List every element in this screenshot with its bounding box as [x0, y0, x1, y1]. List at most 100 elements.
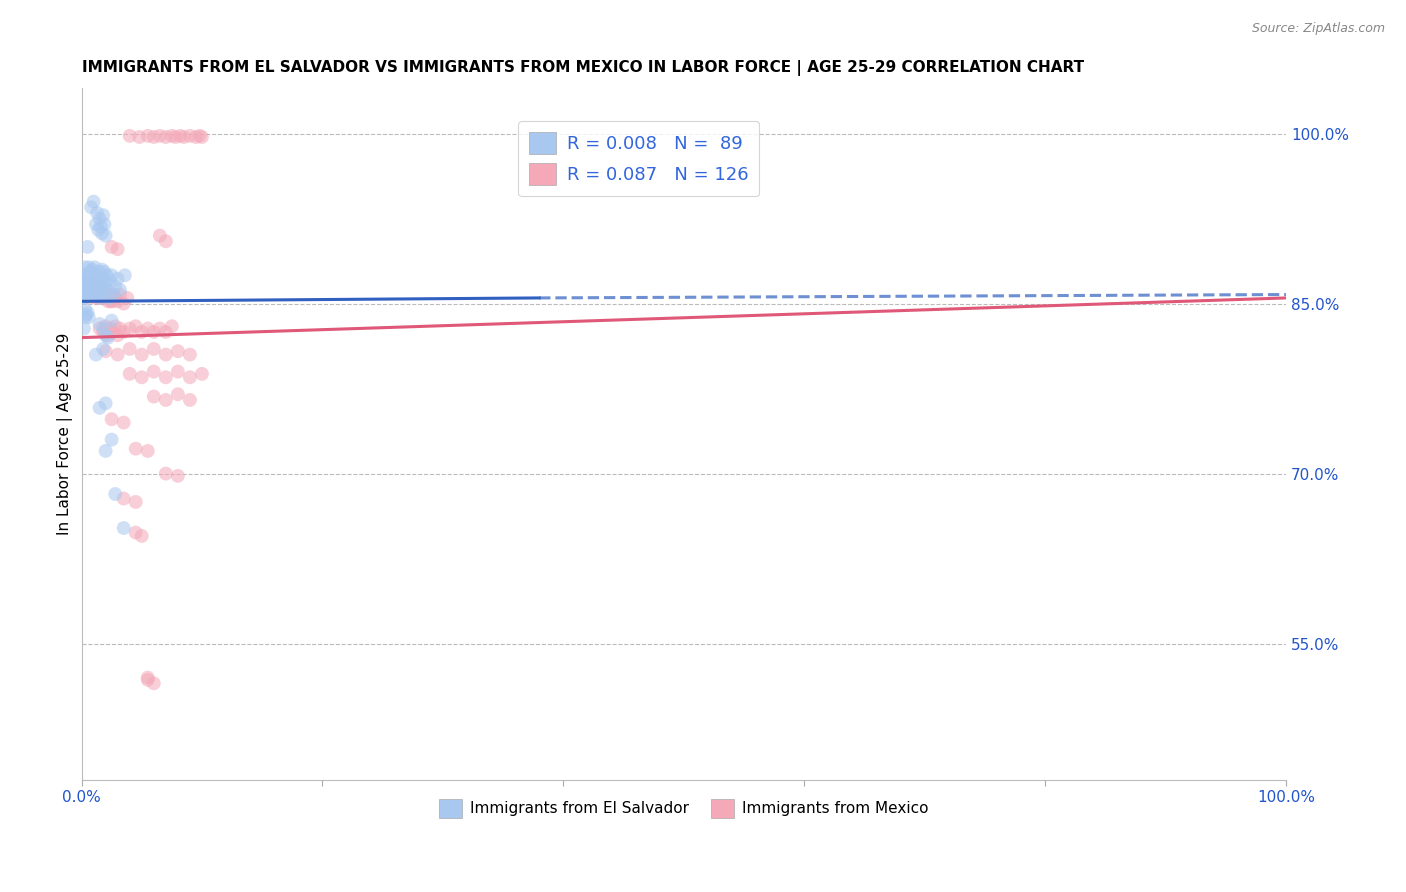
Point	[75, 276, 97, 290]
Point	[173, 130, 195, 145]
Point	[76, 240, 98, 254]
Point	[100, 274, 122, 288]
Point	[96, 268, 118, 283]
Point	[75, 302, 97, 317]
Point	[75, 285, 97, 300]
Point	[91, 287, 114, 301]
Point	[94, 228, 117, 243]
Point	[89, 276, 111, 290]
Point	[149, 228, 172, 243]
Point	[84, 291, 107, 305]
Point	[131, 348, 153, 362]
Point	[136, 321, 159, 335]
Point	[97, 283, 120, 297]
Point	[191, 130, 214, 145]
Point	[155, 130, 177, 145]
Point	[76, 274, 98, 288]
Point	[87, 271, 110, 285]
Point	[149, 128, 172, 143]
Point	[76, 306, 98, 320]
Point	[100, 321, 122, 335]
Point	[136, 671, 159, 685]
Point	[89, 317, 111, 331]
Point	[89, 265, 111, 279]
Point	[84, 267, 107, 281]
Point	[169, 128, 191, 143]
Point	[90, 291, 112, 305]
Point	[76, 287, 98, 301]
Point	[131, 529, 153, 543]
Point	[112, 416, 135, 430]
Point	[112, 325, 135, 339]
Point	[83, 267, 105, 281]
Point	[75, 260, 97, 275]
Point	[125, 525, 148, 540]
Point	[86, 268, 108, 283]
Point	[91, 283, 114, 297]
Point	[117, 291, 139, 305]
Point	[100, 294, 122, 309]
Point	[94, 444, 117, 458]
Point	[90, 219, 112, 234]
Point	[142, 342, 165, 356]
Point	[93, 265, 115, 279]
Point	[104, 487, 127, 501]
Point	[131, 370, 153, 384]
Point	[87, 291, 110, 305]
Point	[142, 130, 165, 145]
Point	[125, 319, 148, 334]
Point	[188, 128, 211, 143]
Point	[142, 676, 165, 690]
Point	[83, 274, 105, 288]
Point	[72, 274, 94, 288]
Point	[155, 348, 177, 362]
Point	[76, 274, 98, 288]
Point	[91, 279, 114, 293]
Point	[184, 130, 207, 145]
Point	[142, 365, 165, 379]
Point	[142, 390, 165, 404]
Point	[179, 128, 201, 143]
Point	[112, 491, 135, 506]
Point	[125, 495, 148, 509]
Point	[107, 242, 129, 256]
Point	[108, 287, 131, 301]
Y-axis label: In Labor Force | Age 25-29: In Labor Force | Age 25-29	[58, 333, 73, 535]
Point	[104, 279, 127, 293]
Point	[155, 467, 177, 481]
Point	[191, 367, 214, 381]
Point	[107, 294, 129, 309]
Point	[73, 283, 96, 297]
Point	[155, 325, 177, 339]
Point	[83, 287, 105, 301]
Point	[94, 328, 117, 343]
Point	[79, 283, 101, 297]
Point	[77, 291, 100, 305]
Point	[101, 325, 124, 339]
Point	[83, 194, 105, 209]
Point	[167, 387, 190, 401]
Point	[97, 330, 120, 344]
Point	[107, 348, 129, 362]
Point	[75, 271, 97, 285]
Point	[94, 291, 117, 305]
Point	[142, 325, 165, 339]
Point	[118, 342, 141, 356]
Point	[86, 206, 108, 220]
Point	[136, 444, 159, 458]
Point	[155, 370, 177, 384]
Point	[91, 271, 114, 285]
Point	[79, 266, 101, 280]
Point	[91, 321, 114, 335]
Point	[100, 412, 122, 426]
Point	[94, 276, 117, 290]
Point	[77, 260, 100, 275]
Point	[108, 321, 131, 335]
Point	[87, 223, 110, 237]
Point	[89, 211, 111, 226]
Point	[83, 285, 105, 300]
Point	[80, 265, 103, 279]
Point	[155, 234, 177, 248]
Point	[101, 294, 124, 309]
Point	[86, 283, 108, 297]
